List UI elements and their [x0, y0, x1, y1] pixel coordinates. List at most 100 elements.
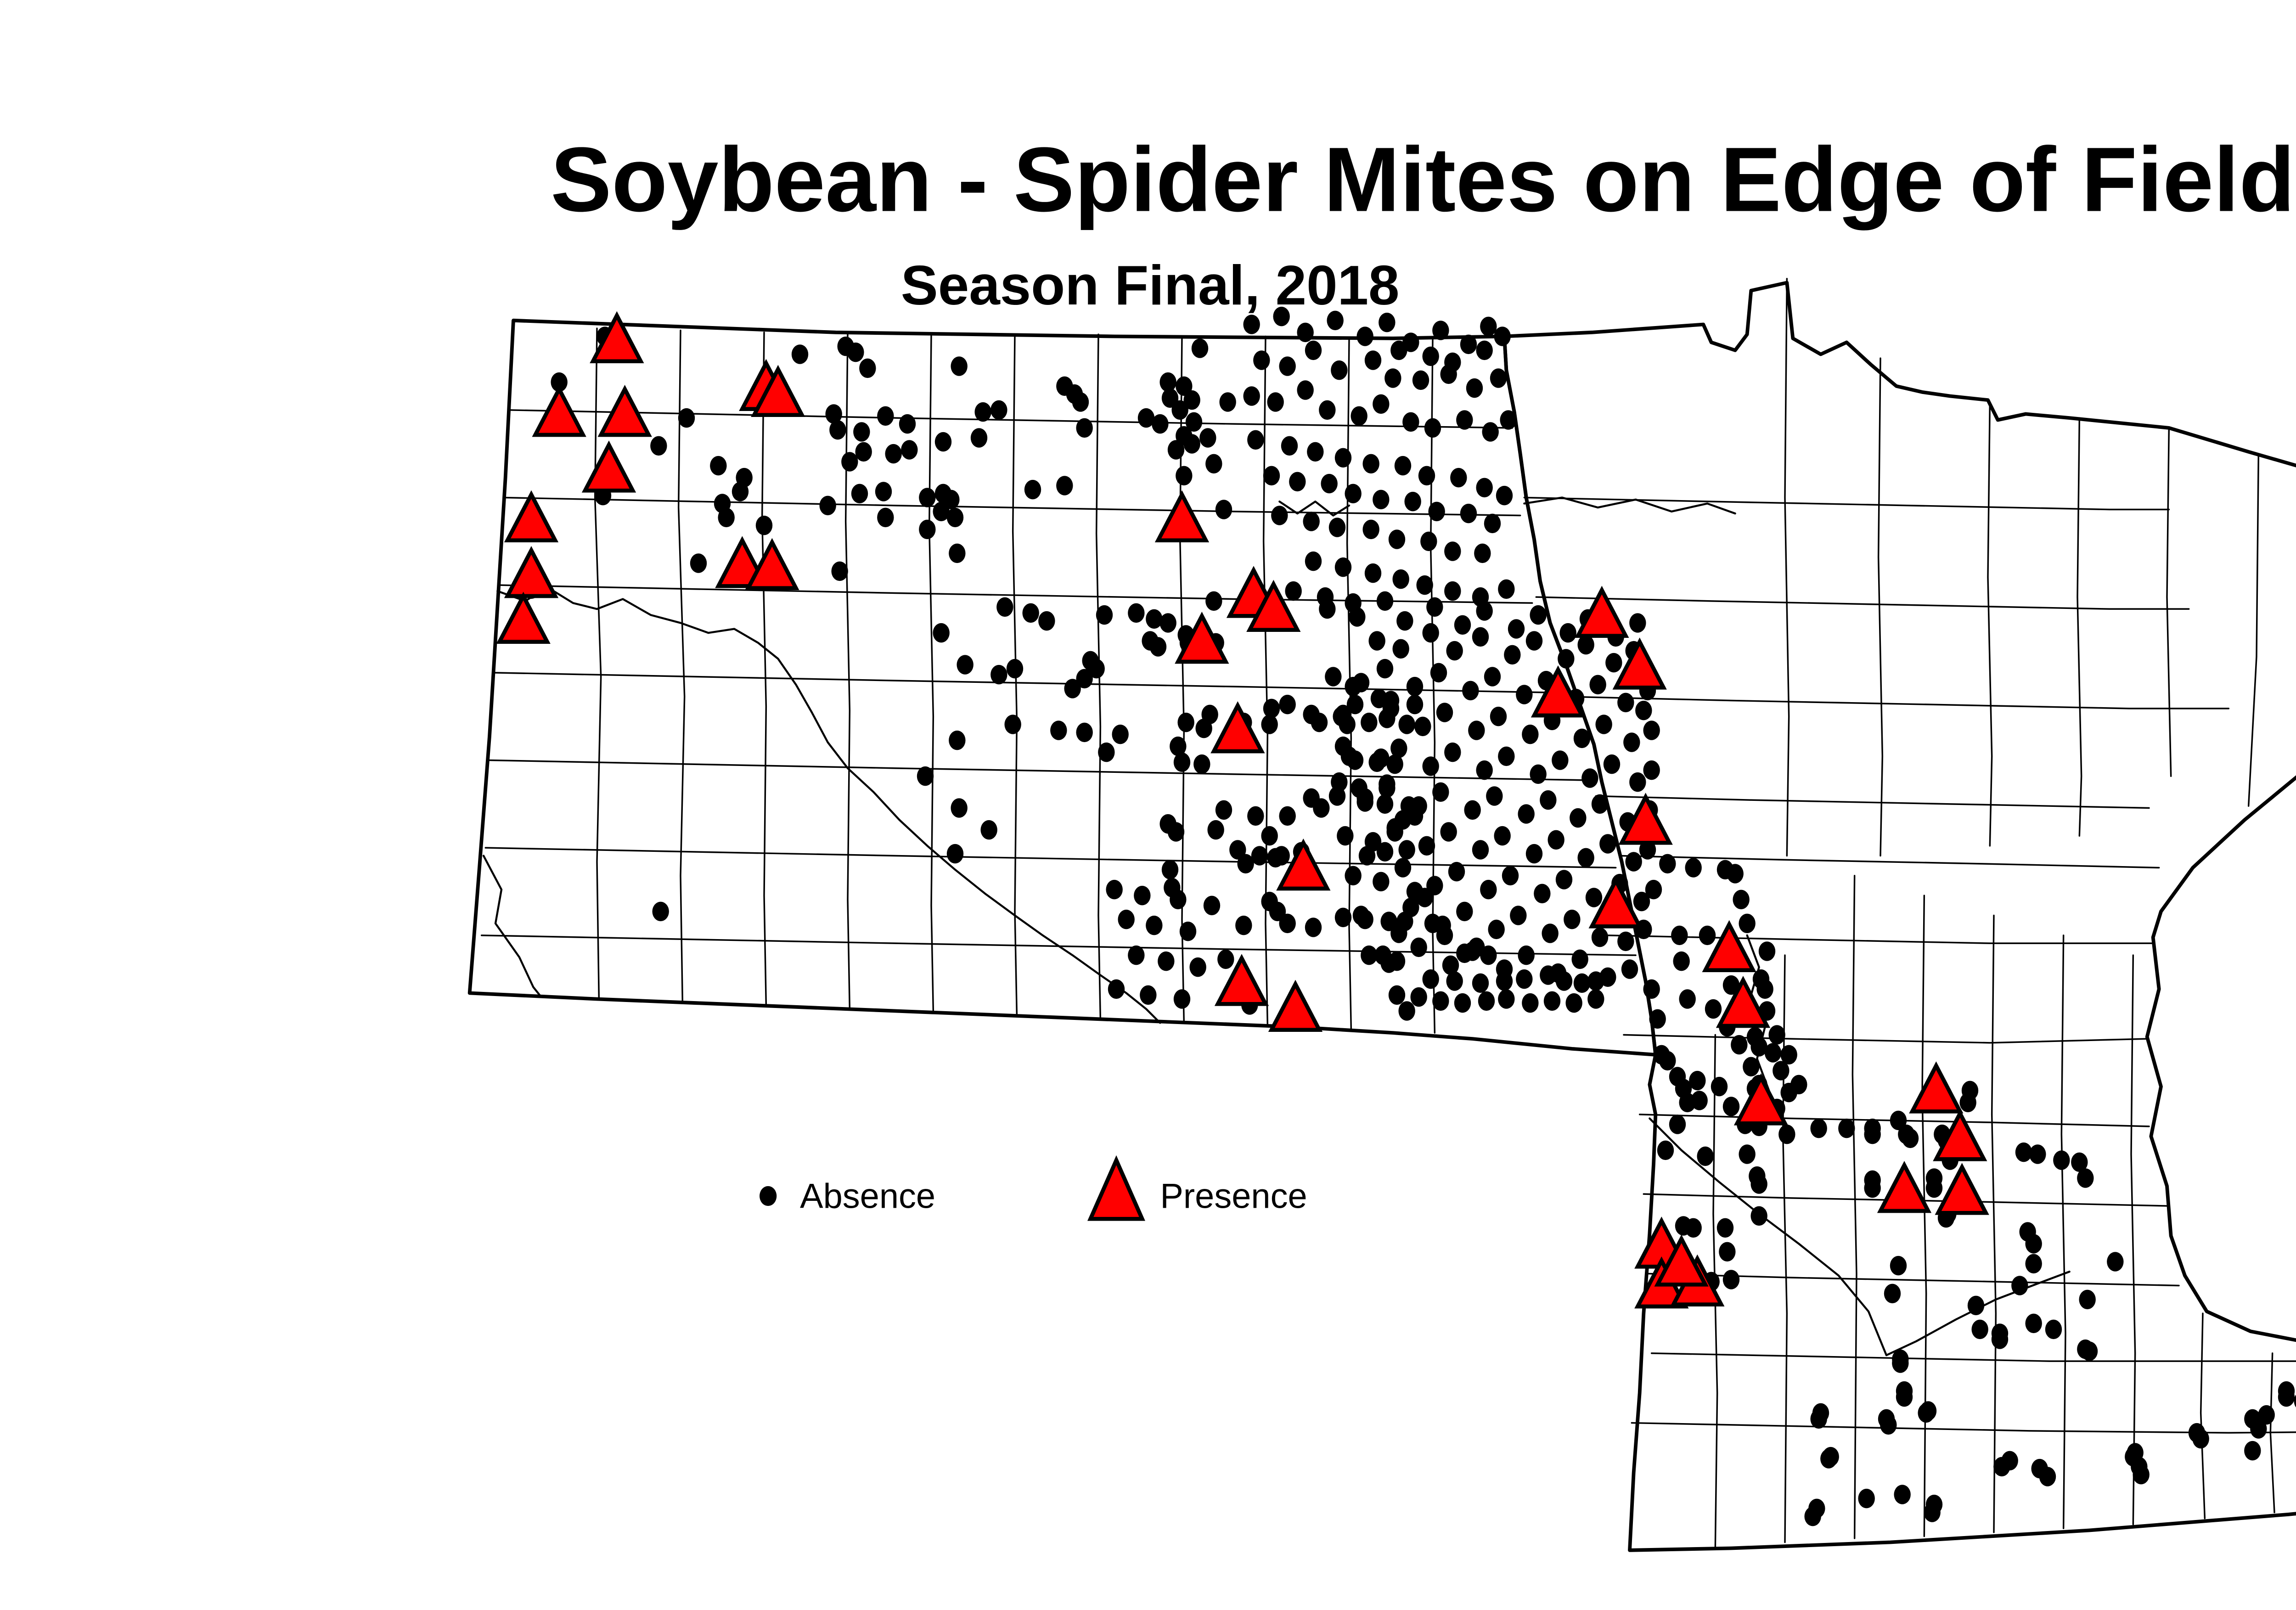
- absence-dot: [1176, 376, 1193, 396]
- absence-dot: [957, 655, 974, 675]
- absence-dot: [1161, 860, 1179, 880]
- absence-dot: [917, 766, 934, 786]
- absence-dot: [1279, 356, 1296, 376]
- county-lines-segment: [1921, 895, 1927, 1537]
- absence-dot: [1072, 392, 1089, 412]
- county-lines-segment: [2130, 954, 2136, 1526]
- absence-dot: [1379, 778, 1396, 798]
- absence-dot: [970, 428, 988, 448]
- absence-dot: [1368, 631, 1385, 651]
- county-lines-segment: [502, 496, 1521, 517]
- absence-dot: [1358, 846, 1376, 866]
- county-lines-segment: [1346, 338, 1352, 1030]
- presence-triangle: [1575, 585, 1629, 638]
- absence-dot: [1376, 659, 1394, 679]
- absence-dot: [1711, 1076, 1728, 1097]
- absence-dot: [1064, 679, 1081, 698]
- absence-dot: [1643, 979, 1660, 999]
- absence-dot: [1362, 519, 1379, 540]
- absence-dot: [1446, 971, 1463, 991]
- presence-triangle: [532, 384, 586, 437]
- absence-dot: [1189, 957, 1206, 977]
- absence-dot: [1490, 706, 1507, 726]
- absence-dot: [1279, 913, 1296, 934]
- county-lines-segment: [1262, 335, 1269, 1026]
- county-lines-segment: [1877, 357, 1884, 857]
- absence-dot: [1426, 597, 1443, 617]
- absence-dot: [1585, 888, 1603, 907]
- absence-dot: [859, 358, 876, 378]
- absence-dot: [1450, 467, 1467, 488]
- absence-dot: [1500, 410, 1517, 430]
- absence-dot: [1422, 969, 1439, 989]
- absence-dot: [949, 730, 966, 750]
- absence-dot: [1273, 306, 1290, 327]
- absence-dot: [1022, 603, 1039, 623]
- absence-dot: [1251, 846, 1268, 866]
- presence-triangle: [1588, 876, 1643, 929]
- absence-dot: [1167, 440, 1185, 460]
- absence-dot: [1364, 350, 1382, 370]
- absence-dot: [1476, 340, 1493, 360]
- county-lines-segment: [484, 847, 1617, 869]
- absence-dot: [1591, 927, 1609, 947]
- absence-dot: [1820, 1449, 1837, 1469]
- absence-dot: [951, 356, 968, 376]
- absence-dot: [1331, 360, 1348, 380]
- absence-dot: [1432, 782, 1449, 802]
- absence-dot: [2244, 1441, 2261, 1461]
- absence-dot: [551, 372, 568, 392]
- presence-triangle: [1654, 1234, 1709, 1287]
- absence-dot: [885, 444, 902, 464]
- presence-triangle: [1618, 793, 1673, 845]
- absence-dot: [1243, 315, 1260, 334]
- absence-dot: [1685, 858, 1702, 878]
- absence-dot: [1629, 613, 1646, 633]
- absence-dot: [990, 664, 1007, 685]
- absence-dot: [1540, 965, 1557, 985]
- absence-dot: [1392, 569, 1409, 589]
- absence-dot: [1780, 1045, 1797, 1065]
- absence-dot: [1361, 712, 1378, 732]
- absence-dot: [1420, 531, 1437, 552]
- absence-dot: [1334, 557, 1352, 577]
- absence-dot: [1191, 338, 1209, 358]
- absence-dot: [1137, 408, 1155, 428]
- absence-dot: [2250, 1419, 2267, 1439]
- absence-dot: [1219, 392, 1236, 412]
- absence-dot: [1456, 410, 1473, 430]
- absence-dot: [1392, 639, 1409, 659]
- absence-dot: [1305, 551, 1322, 571]
- absence-dot: [1305, 340, 1322, 360]
- presence-triangle: [1733, 1073, 1789, 1126]
- absence-dot: [1705, 999, 1722, 1019]
- absence-dot: [1967, 1295, 1985, 1316]
- absence-dot: [1925, 1168, 1943, 1188]
- absence-dot: [1516, 969, 1533, 989]
- absence-dot: [1056, 476, 1073, 495]
- absence-dot: [1396, 611, 1413, 631]
- absence-dot: [1699, 925, 1716, 946]
- presence-triangle: [1612, 637, 1667, 690]
- absence-dot: [1183, 390, 1200, 410]
- absence-dot: [1207, 820, 1224, 840]
- absence-dot: [1261, 826, 1278, 846]
- presence-triangle: [1175, 611, 1229, 664]
- absence-dot: [1884, 1283, 1901, 1304]
- absence-dot: [1577, 848, 1594, 868]
- absence-dot: [1373, 394, 1390, 414]
- absence-dot: [831, 561, 848, 581]
- absence-dot: [877, 507, 894, 528]
- absence-dot: [1247, 806, 1264, 826]
- absence-dot: [791, 344, 809, 364]
- legend-presence-triangle-icon: [1087, 1155, 1145, 1221]
- absence-dot: [2053, 1150, 2070, 1170]
- absence-dot: [1498, 579, 1515, 599]
- absence-dot: [652, 901, 669, 922]
- absence-dot: [1657, 1140, 1674, 1160]
- absence-dot: [732, 482, 749, 501]
- absence-dot: [1633, 891, 1650, 912]
- absence-dot: [1542, 923, 1559, 943]
- absence-dot: [1498, 746, 1515, 766]
- absence-dot: [1460, 334, 1477, 355]
